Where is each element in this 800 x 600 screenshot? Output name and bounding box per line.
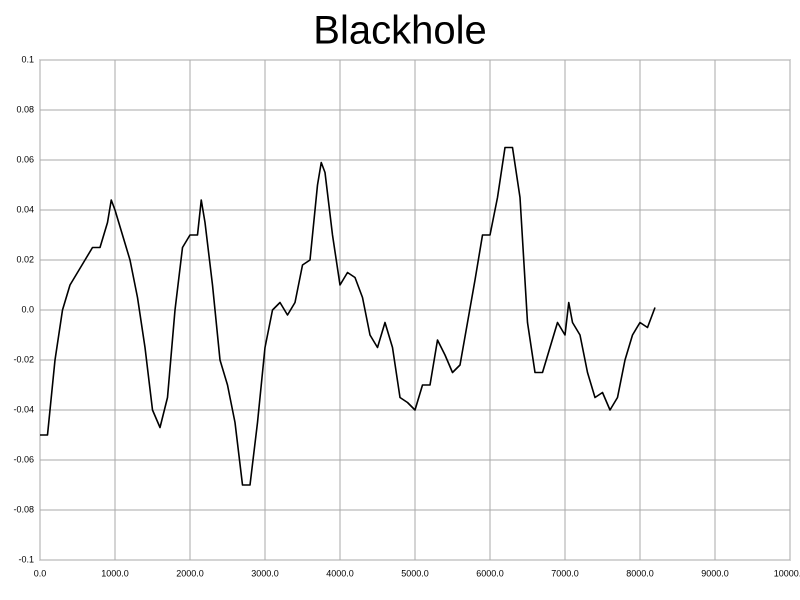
x-tick-label: 1000.0 <box>101 568 129 578</box>
chart-title: Blackhole <box>313 9 486 53</box>
x-tick-label: 4000.0 <box>326 568 354 578</box>
y-tick-label: 0.0 <box>21 304 34 314</box>
x-tick-label: 0.0 <box>34 568 47 578</box>
x-tick-label: 7000.0 <box>551 568 579 578</box>
y-tick-label: -0.02 <box>13 354 34 364</box>
y-tick-label: -0.1 <box>18 554 34 564</box>
y-tick-label: 0.06 <box>16 154 34 164</box>
x-tick-label: 6000.0 <box>476 568 504 578</box>
x-tick-label: 8000.0 <box>626 568 654 578</box>
data-line <box>40 146 656 486</box>
x-tick-label: 9000.0 <box>701 568 729 578</box>
y-tick-label: -0.06 <box>13 454 34 464</box>
y-tick-label: 0.1 <box>21 54 34 64</box>
x-tick-label: 2000.0 <box>176 568 204 578</box>
x-tick-label: 5000.0 <box>401 568 429 578</box>
y-tick-label: -0.08 <box>13 504 34 514</box>
y-tick-label: -0.04 <box>13 404 34 414</box>
x-tick-label: 3000.0 <box>251 568 279 578</box>
y-tick-label: 0.08 <box>16 104 34 114</box>
x-tick-label: 10000.0 <box>774 568 800 578</box>
y-tick-label: 0.04 <box>16 204 34 214</box>
y-tick-label: 0.02 <box>16 254 34 264</box>
